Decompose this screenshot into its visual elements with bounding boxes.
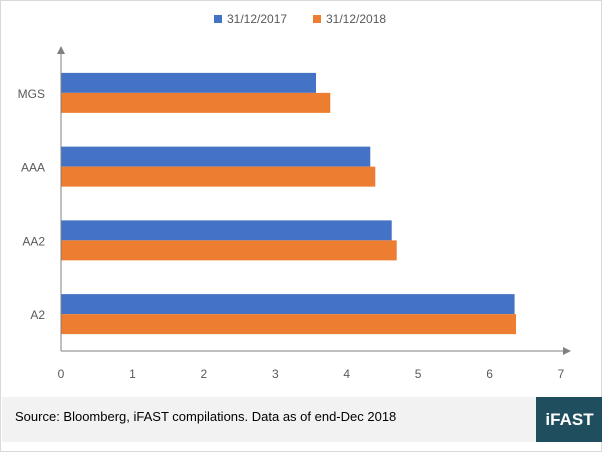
bar-mgs-2018	[61, 92, 331, 113]
logo-text: iFAST	[545, 409, 594, 429]
x-tick-label: 6	[486, 367, 493, 381]
bar-mgs-2017	[61, 72, 316, 93]
bar-aaa-2017	[61, 146, 371, 167]
axis-labels: MGS AAA AA2 A2 0 1 2 3 4 5 6 7	[18, 87, 565, 381]
x-tick-label: 5	[415, 367, 422, 381]
x-tick-label: 4	[343, 367, 350, 381]
footer: Source: Bloomberg, iFAST compilations. D…	[2, 397, 602, 442]
legend-label: 31/12/2018	[326, 12, 386, 26]
y-tick-label: A2	[30, 308, 45, 322]
ifast-logo: iFAST	[536, 397, 602, 442]
axes	[57, 46, 571, 355]
y-tick-label: MGS	[18, 87, 45, 101]
y-tick-label: AA2	[22, 234, 45, 248]
x-tick-label: 1	[129, 367, 136, 381]
source-note: Source: Bloomberg, iFAST compilations. D…	[15, 409, 397, 424]
legend-swatch-2018	[313, 15, 321, 23]
bar-aa2-2017	[61, 220, 392, 241]
x-tick-label: 0	[58, 367, 65, 381]
legend: 31/12/2017 31/12/2018	[214, 12, 386, 26]
bar-a2-2017	[61, 294, 515, 315]
x-tick-label: 2	[201, 367, 208, 381]
x-tick-label: 7	[558, 367, 565, 381]
legend-label: 31/12/2017	[227, 12, 287, 26]
bar-aaa-2018	[61, 166, 376, 187]
bars	[61, 72, 516, 335]
bar-chart: 31/12/2017 31/12/2018 MGS AAA AA2 A2 0 1 2 3 4 5 6 7	[18, 12, 571, 381]
x-tick-label: 3	[272, 367, 279, 381]
y-tick-label: AAA	[21, 161, 45, 175]
bar-a2-2018	[61, 314, 516, 335]
bar-aa2-2018	[61, 240, 397, 261]
legend-swatch-2017	[214, 15, 222, 23]
